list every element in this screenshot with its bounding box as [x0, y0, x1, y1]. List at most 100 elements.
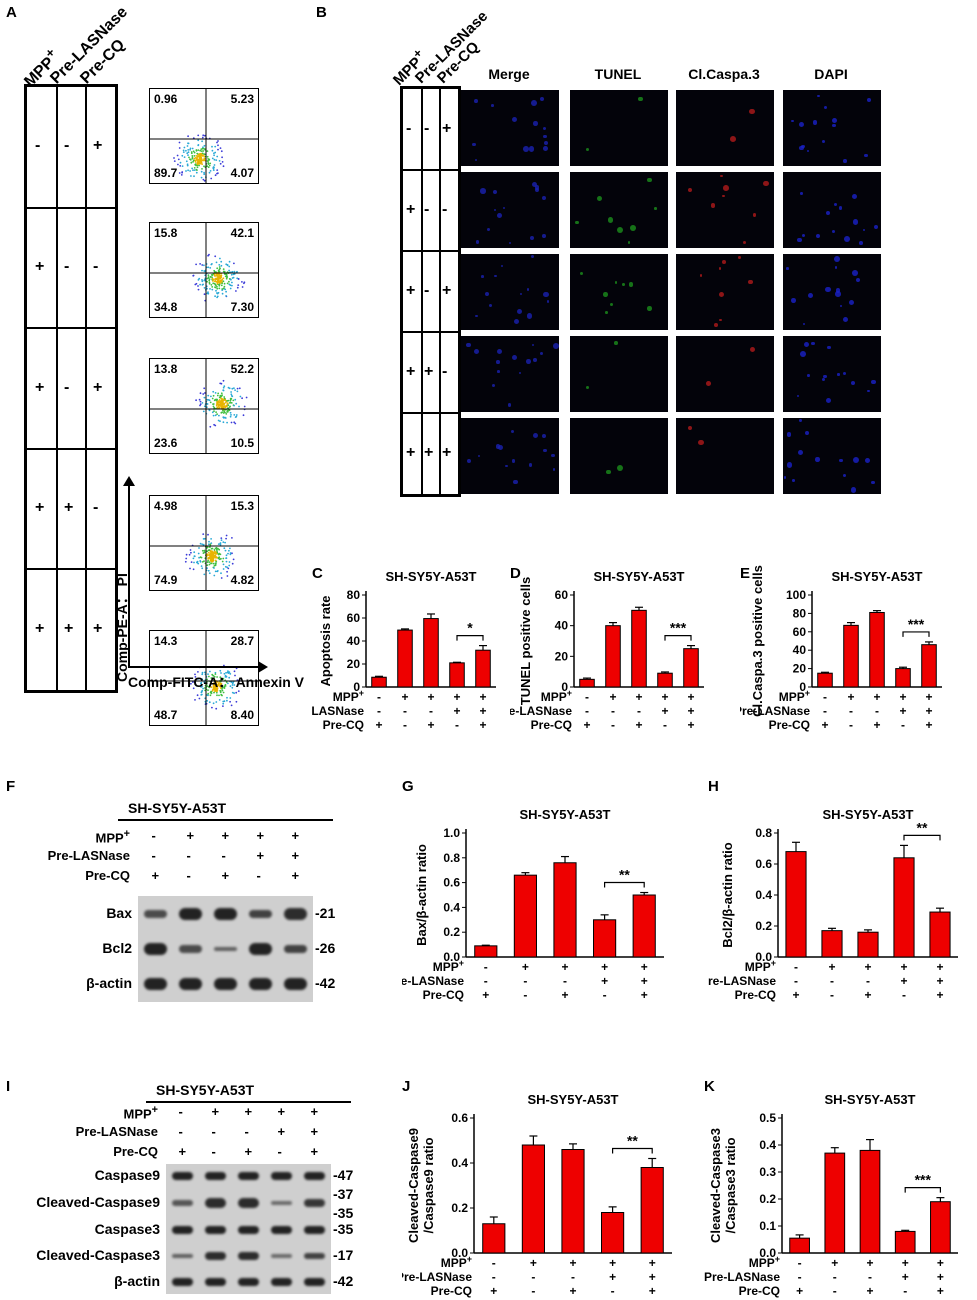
- cell-spot: [543, 291, 550, 298]
- wb-sign: +: [277, 1104, 286, 1119]
- event-dot: [190, 151, 193, 153]
- event-dot: [202, 410, 205, 413]
- event-dot: [202, 178, 205, 181]
- event-dot: [214, 554, 217, 557]
- event-dot: [223, 285, 226, 288]
- event-dot: [207, 163, 210, 165]
- event-dot: [222, 563, 225, 566]
- event-dot: [241, 281, 243, 283]
- event-dot: [238, 387, 241, 390]
- cell-spot: [543, 134, 548, 139]
- condition-sign: -: [403, 718, 407, 732]
- cell-spot: [473, 348, 480, 355]
- wb-band: [249, 943, 272, 955]
- cell-spot: [800, 192, 803, 196]
- event-dot: [222, 402, 224, 404]
- event-dot: [198, 556, 200, 559]
- condition-sign: +: [792, 988, 799, 1002]
- event-dot: [216, 402, 218, 404]
- cell-spot: [609, 302, 613, 306]
- event-dot: [220, 537, 223, 539]
- event-dot: [216, 141, 218, 144]
- event-dot: [199, 149, 202, 152]
- event-dot: [206, 564, 209, 567]
- condition-sign: -: [833, 1270, 837, 1284]
- cell-spot: [871, 379, 876, 384]
- event-dot: [221, 678, 224, 681]
- condition-sign: +: [427, 690, 434, 704]
- cell-spot: [815, 457, 820, 462]
- event-dot: [203, 158, 205, 161]
- condition-sign: -: [830, 974, 834, 988]
- wb-sign: +: [291, 848, 300, 863]
- event-dot: [226, 696, 228, 699]
- event-dot: [206, 561, 209, 564]
- quadrant-ur: 15.3: [230, 499, 254, 513]
- event-dot: [219, 257, 221, 260]
- cell-spot: [723, 185, 729, 191]
- cell-spot: [494, 274, 497, 277]
- event-dot: [230, 681, 233, 683]
- y-axis-label: /Caspase9 ratio: [421, 1137, 436, 1233]
- cell-spot: [802, 322, 806, 325]
- bar: [579, 678, 595, 688]
- cell-spot: [586, 147, 590, 151]
- event-dot: [177, 163, 179, 166]
- wb-mw: -37: [333, 1186, 354, 1202]
- condition-sign: -: [903, 1284, 907, 1298]
- event-dot: [199, 157, 201, 160]
- event-dot: [211, 149, 214, 152]
- cell-spot: [510, 429, 515, 434]
- event-dot: [226, 421, 228, 424]
- condition-label-mpp: MPP+: [779, 688, 810, 704]
- event-dot: [216, 273, 218, 276]
- cell-spot: [821, 377, 826, 381]
- condition-sign: +: [937, 1256, 944, 1270]
- condition-sign: +: [583, 718, 590, 732]
- event-dot: [203, 293, 206, 296]
- bar: [785, 851, 807, 958]
- wb-sign: +: [310, 1144, 319, 1159]
- condition-sign: +: [530, 1256, 537, 1270]
- a-sign-mpp: -: [35, 137, 41, 155]
- event-dot: [226, 264, 229, 267]
- event-dot: [227, 410, 229, 413]
- wb-band: [144, 977, 167, 991]
- wb-sign: -: [256, 868, 261, 883]
- wb-band: [284, 908, 307, 920]
- event-dot: [180, 174, 183, 176]
- y-axis-label: /Caspase3 ratio: [723, 1137, 738, 1233]
- significance-bracket: [904, 1187, 941, 1193]
- condition-sign: +: [899, 704, 906, 718]
- event-dot: [211, 688, 214, 691]
- cell-spot: [511, 116, 517, 122]
- condition-label-mpp: MPP+: [441, 1254, 472, 1270]
- event-dot: [193, 155, 196, 157]
- event-dot: [219, 691, 222, 694]
- condition-sign: +: [601, 974, 608, 988]
- cell-spot: [498, 445, 504, 451]
- panel-label-g: G: [402, 778, 414, 795]
- event-dot: [204, 687, 206, 689]
- event-dot: [190, 561, 193, 563]
- event-dot: [201, 678, 204, 681]
- y-tick-label: 0.0: [759, 1246, 776, 1260]
- cell-spot: [706, 381, 712, 386]
- bar: [929, 911, 951, 958]
- event-dot: [198, 697, 201, 700]
- significance-bracket: [903, 834, 941, 841]
- event-dot: [212, 394, 215, 397]
- event-dot: [218, 283, 221, 286]
- cell-spot: [859, 240, 864, 245]
- event-dot: [187, 151, 190, 154]
- y-tick-label: 0.6: [451, 1111, 468, 1125]
- event-dot: [181, 171, 183, 174]
- y-tick-label: 60: [793, 625, 807, 639]
- event-dot: [213, 154, 215, 157]
- cell-spot: [865, 458, 870, 464]
- wb-sign: +: [211, 1104, 220, 1119]
- condition-sign: -: [637, 704, 641, 718]
- a-col-divider: [85, 87, 87, 690]
- event-dot: [201, 549, 204, 552]
- cell-spot: [797, 237, 802, 243]
